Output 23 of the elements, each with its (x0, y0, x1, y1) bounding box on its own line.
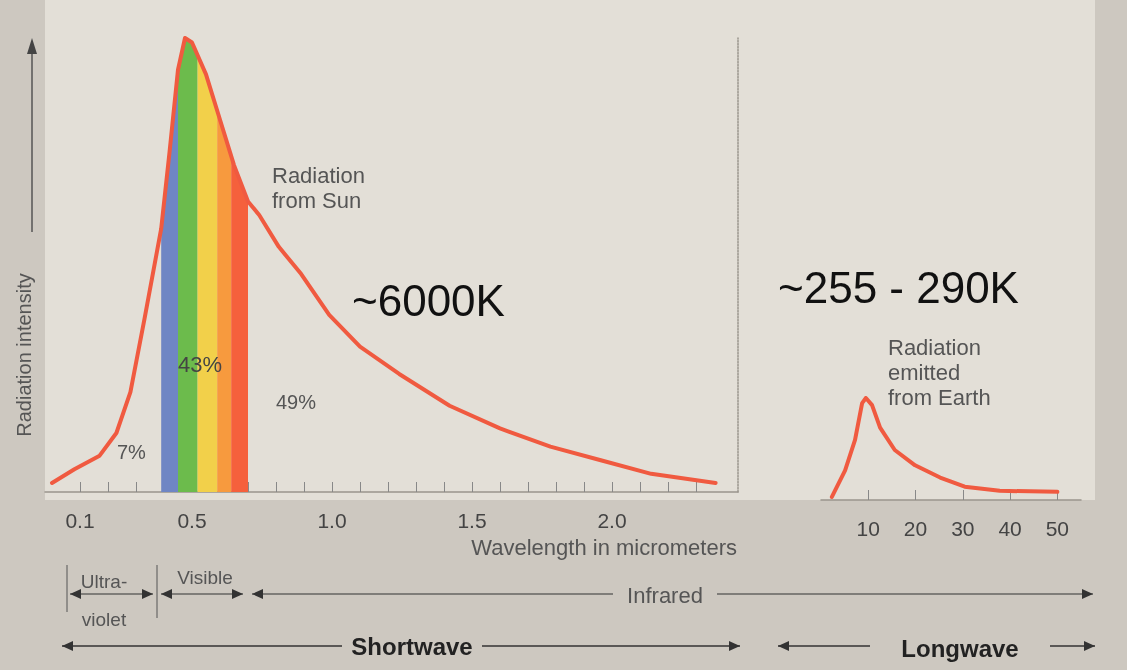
x-tick-label: 1.5 (457, 509, 487, 532)
x-axis-title: Wavelength in micrometers (471, 534, 737, 560)
annotation: ~6000K (352, 276, 505, 325)
text: Longwave (901, 634, 1019, 662)
text: Ultra-violet (80, 570, 128, 630)
text: ~255 - 290K (778, 263, 1019, 312)
x-tick-label: 30 (951, 517, 975, 540)
x-tick-label: 50 (1045, 517, 1070, 540)
annotation: Radiation from Sun (272, 163, 372, 213)
text: Visible (177, 566, 233, 588)
text: Infrared (627, 583, 703, 608)
x-tick-label: 10 (856, 517, 880, 540)
text: Shortwave (351, 632, 473, 660)
x-tick-label: 1.0 (317, 509, 347, 532)
x-tick-label: 40 (998, 517, 1022, 540)
annotation: 49% (276, 390, 317, 413)
x-tick-label: 20 (903, 517, 928, 540)
annotation: Radiation emitted from Earth (888, 335, 991, 410)
annotation: 7% (117, 440, 147, 463)
x-tick-label: 0.5 (177, 509, 207, 532)
x-tick-label: 0.1 (65, 509, 95, 532)
x-tick-label: 2.0 (597, 509, 627, 532)
y-axis-title: Radiation intensity (13, 273, 35, 437)
